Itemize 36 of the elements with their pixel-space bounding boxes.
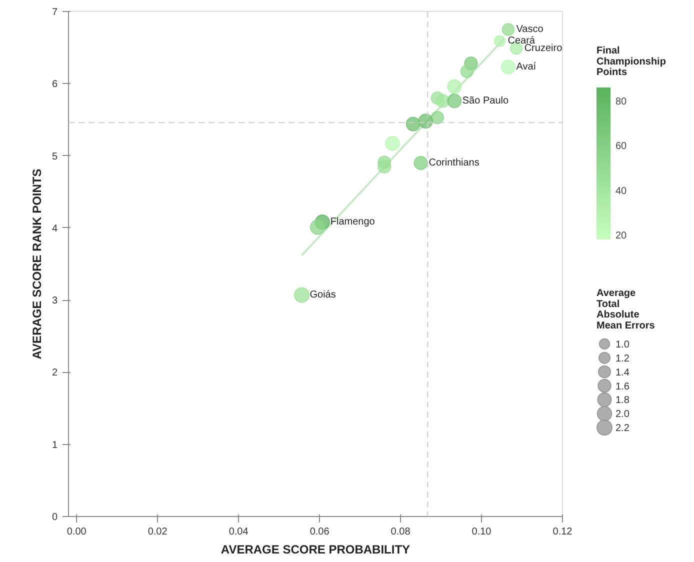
- annotation: São Paulo: [462, 95, 509, 106]
- color-bar-label: 60: [616, 141, 628, 152]
- y-tick-label: 0: [52, 512, 58, 523]
- annotation: Avaí: [516, 62, 536, 73]
- x-tick-label: 0.02: [148, 526, 168, 538]
- color-bar-label: 80: [616, 96, 628, 108]
- x-tick-label: 0.04: [228, 526, 249, 538]
- x-tick-label: 0.06: [310, 526, 330, 538]
- y-tick-label: 1: [52, 440, 58, 451]
- x-axis-title: AVERAGE SCORE PROBABILITY: [220, 542, 410, 556]
- annotation: Corinthians: [428, 158, 480, 168]
- legend-label: 1.2: [616, 353, 630, 364]
- x-tick-label: 0.00: [66, 526, 87, 538]
- legend-label: 1.8: [616, 395, 630, 406]
- legend-label: 1.0: [616, 339, 630, 350]
- color-bar-title: Final Championship Points: [596, 46, 666, 78]
- y-tick-label: 3: [52, 296, 58, 307]
- annotation: Flamengo: [330, 216, 376, 228]
- x-tick-label: 0.12: [552, 526, 573, 538]
- color-bar-label: 40: [616, 186, 628, 197]
- y-tick-label: 6: [52, 79, 58, 90]
- legend-label: 1.6: [616, 381, 630, 392]
- legend-label: 2.0: [616, 409, 630, 420]
- legend-label: 1.4: [616, 367, 630, 378]
- y-tick-label: 7: [52, 7, 58, 18]
- x-tick-label: 0.08: [390, 526, 411, 538]
- legend-label: 2.2: [616, 423, 630, 434]
- x-tick-label: 0.10: [472, 526, 492, 538]
- y-tick-label: 2: [52, 368, 58, 379]
- color-bar-label: 20: [616, 230, 628, 242]
- y-tick-label: 4: [52, 223, 58, 234]
- legend-title: Average Total Absolute Mean Errors: [596, 288, 656, 332]
- y-tick-label: 5: [52, 151, 58, 162]
- annotation: Vasco: [516, 24, 544, 36]
- annotation: Goiás: [310, 290, 336, 301]
- y-axis-title: AVERAGE SCORE RANK POINTS: [30, 168, 44, 360]
